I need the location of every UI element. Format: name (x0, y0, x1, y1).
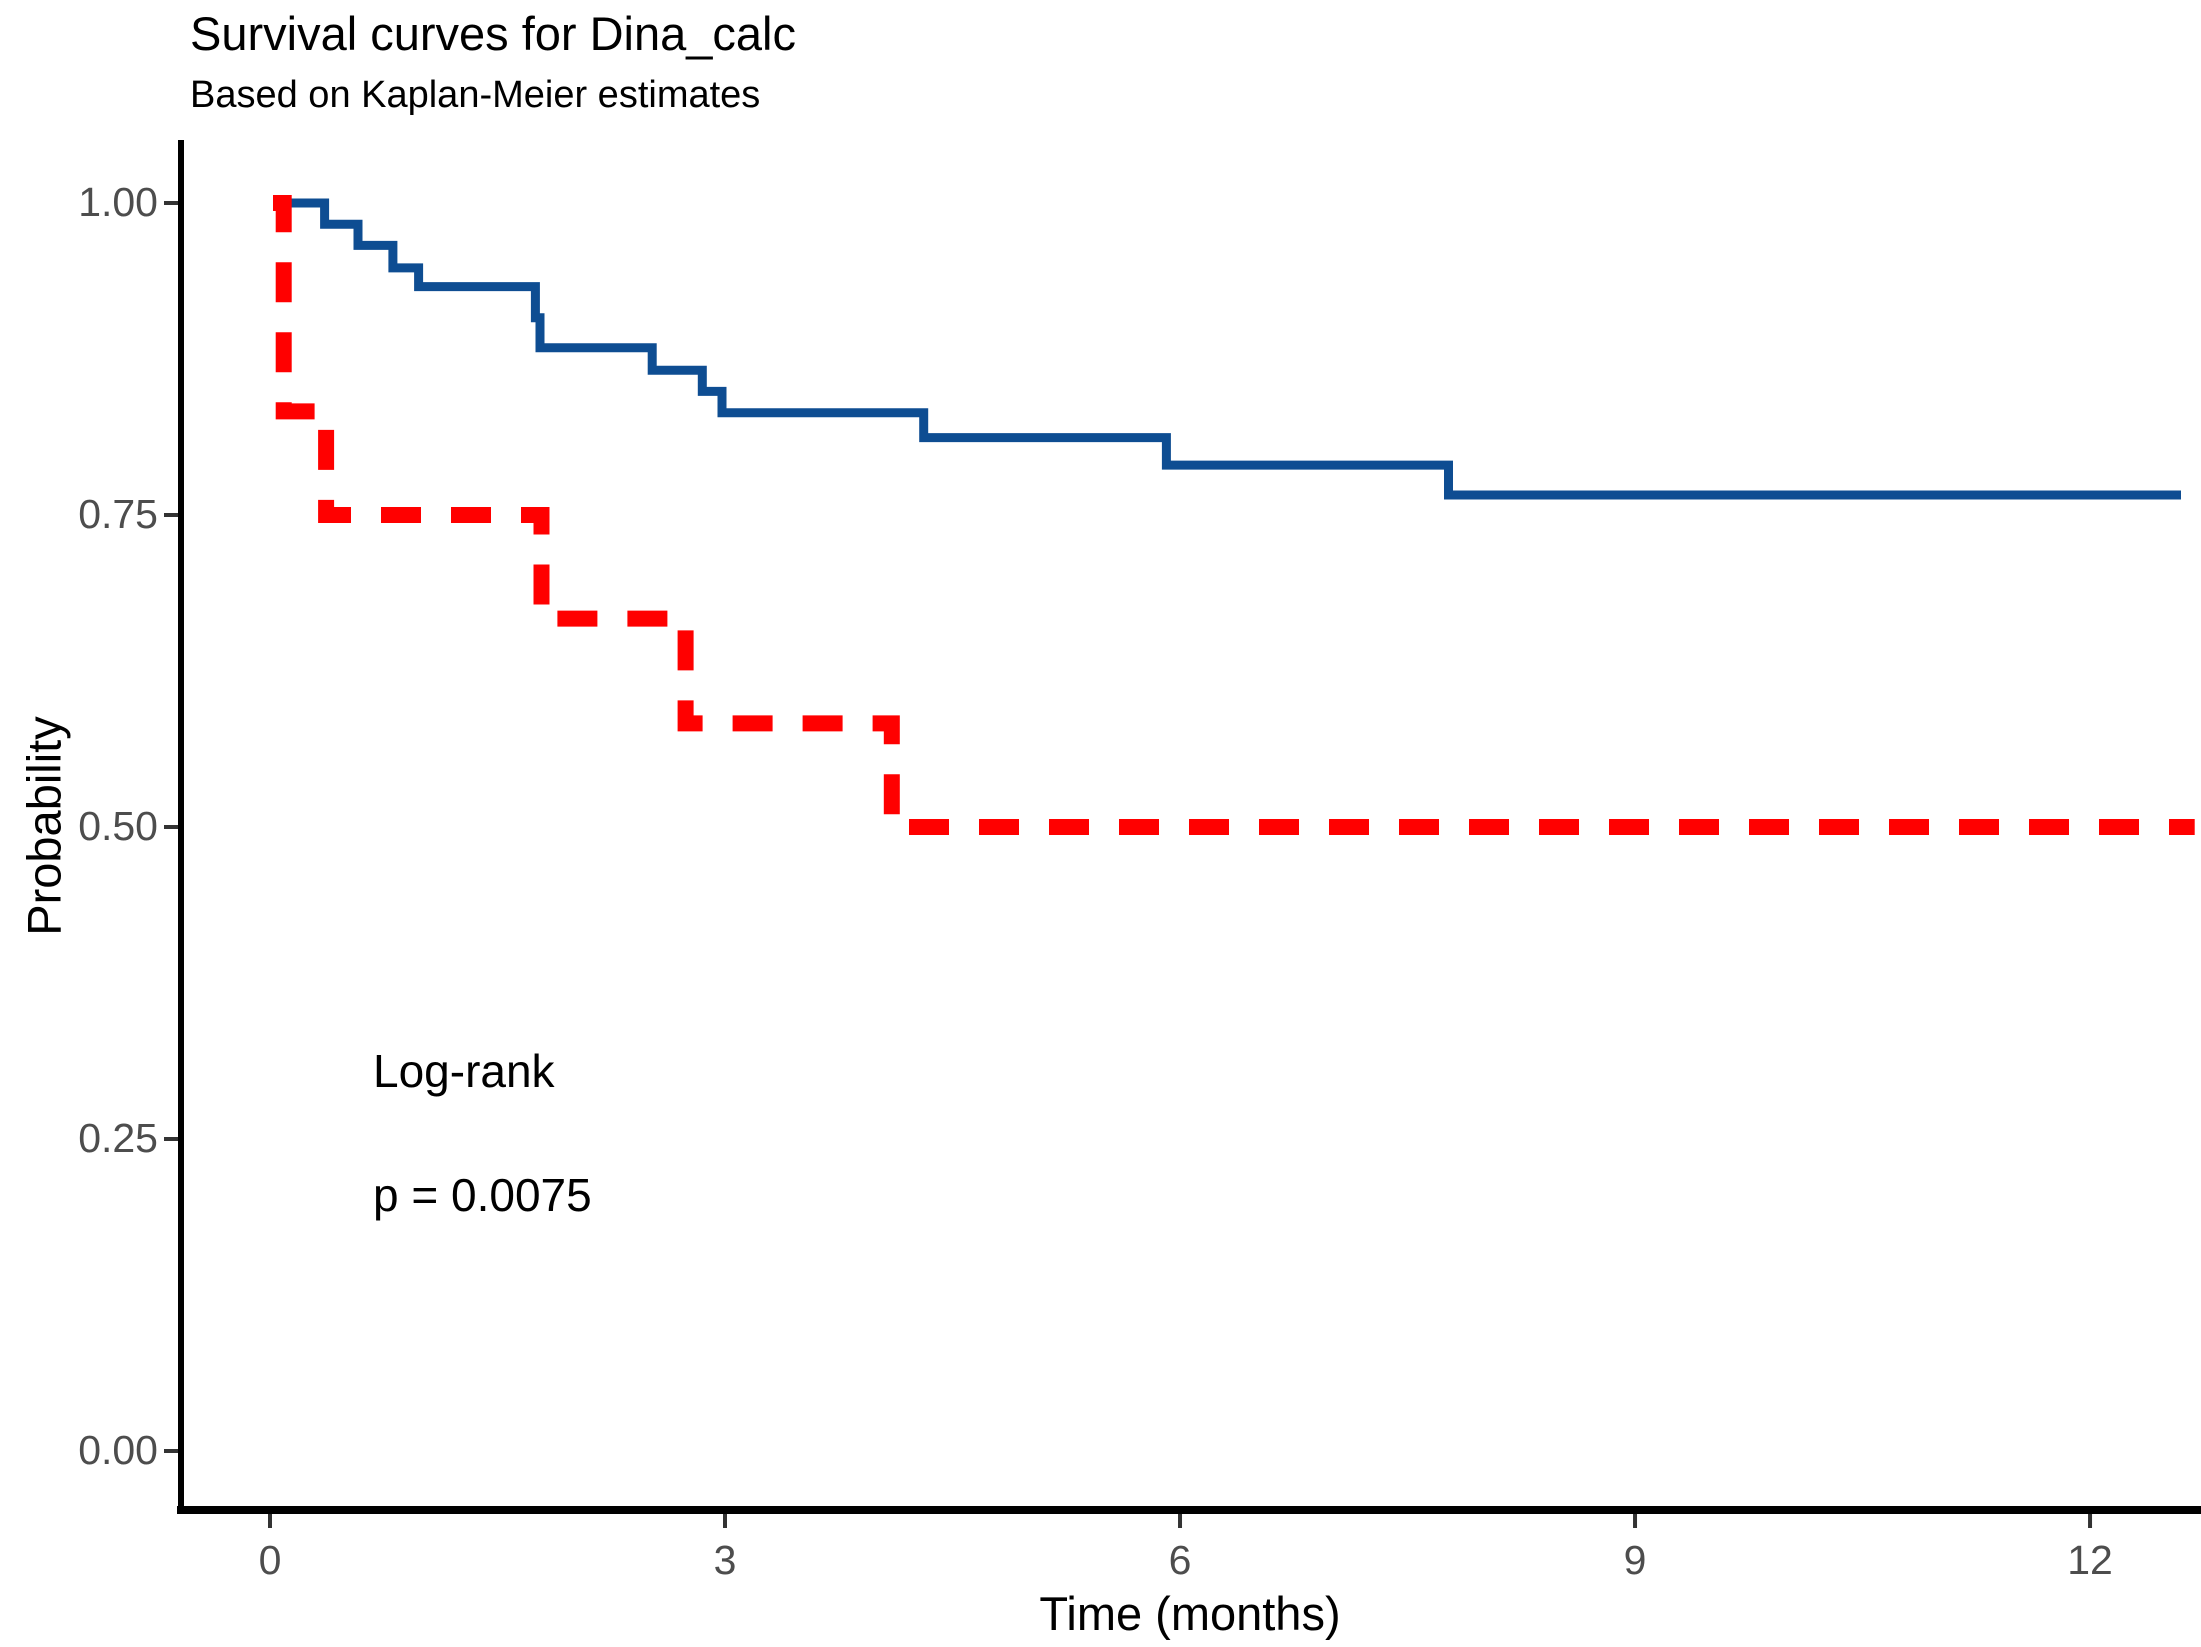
x-tick-label: 0 (258, 1537, 282, 1583)
x-tick-label: 9 (1623, 1537, 1647, 1583)
chart-subtitle: Based on Kaplan-Meier estimates (190, 74, 761, 116)
x-tick-label: 3 (713, 1537, 737, 1583)
logrank-annotation: Log-rank (373, 1045, 555, 1097)
x-tick-label: 6 (1168, 1537, 1192, 1583)
y-tick-label: 0.75 (78, 491, 158, 537)
survival-curve-group-2-dashed-red (273, 195, 2195, 835)
y-tick-label: 0.25 (78, 1115, 158, 1161)
survival-curve-group-1-solid-blue (286, 198, 2181, 500)
chart-title: Survival curves for Dina_calc (190, 7, 796, 60)
pvalue-annotation: p = 0.0075 (373, 1169, 592, 1221)
x-axis-label: Time (months) (1039, 1587, 1341, 1640)
y-tick-label: 0.00 (78, 1427, 158, 1473)
x-tick-label: 12 (2067, 1537, 2113, 1583)
y-tick-label: 1.00 (78, 179, 158, 225)
y-tick-label: 0.50 (78, 803, 158, 849)
